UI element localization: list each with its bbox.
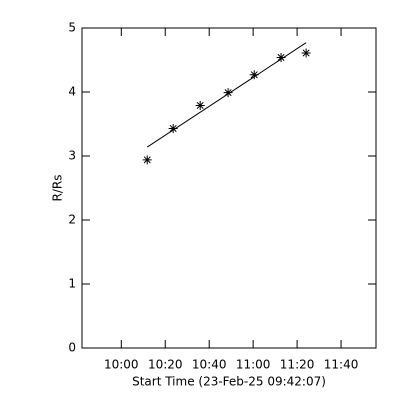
x-tick-label: 10:00 bbox=[104, 358, 139, 372]
x-tick-label: 11:40 bbox=[324, 358, 359, 372]
data-point bbox=[195, 100, 205, 110]
plot-frame bbox=[81, 27, 377, 349]
x-tick-label: 10:20 bbox=[148, 358, 183, 372]
fit-line bbox=[146, 42, 307, 148]
data-point bbox=[249, 70, 259, 80]
data-point bbox=[276, 52, 286, 62]
data-point bbox=[223, 88, 233, 98]
y-tick-label: 5 bbox=[68, 21, 76, 35]
y-axis-label: R/Rs bbox=[51, 175, 65, 202]
y-tick-label: 4 bbox=[68, 85, 76, 99]
y-tick-label: 3 bbox=[68, 149, 76, 163]
x-tick-label: 10:40 bbox=[192, 358, 227, 372]
x-tick-label: 11:20 bbox=[280, 358, 315, 372]
data-point bbox=[168, 123, 178, 133]
data-point bbox=[142, 155, 152, 165]
y-tick-label: 2 bbox=[68, 213, 76, 227]
y-tick-label: 0 bbox=[68, 341, 76, 355]
y-tick-label: 1 bbox=[68, 277, 76, 291]
x-tick-label: 11:00 bbox=[236, 358, 271, 372]
data-point bbox=[301, 48, 311, 58]
x-axis-label: Start Time (23-Feb-25 09:42:07) bbox=[132, 375, 326, 389]
